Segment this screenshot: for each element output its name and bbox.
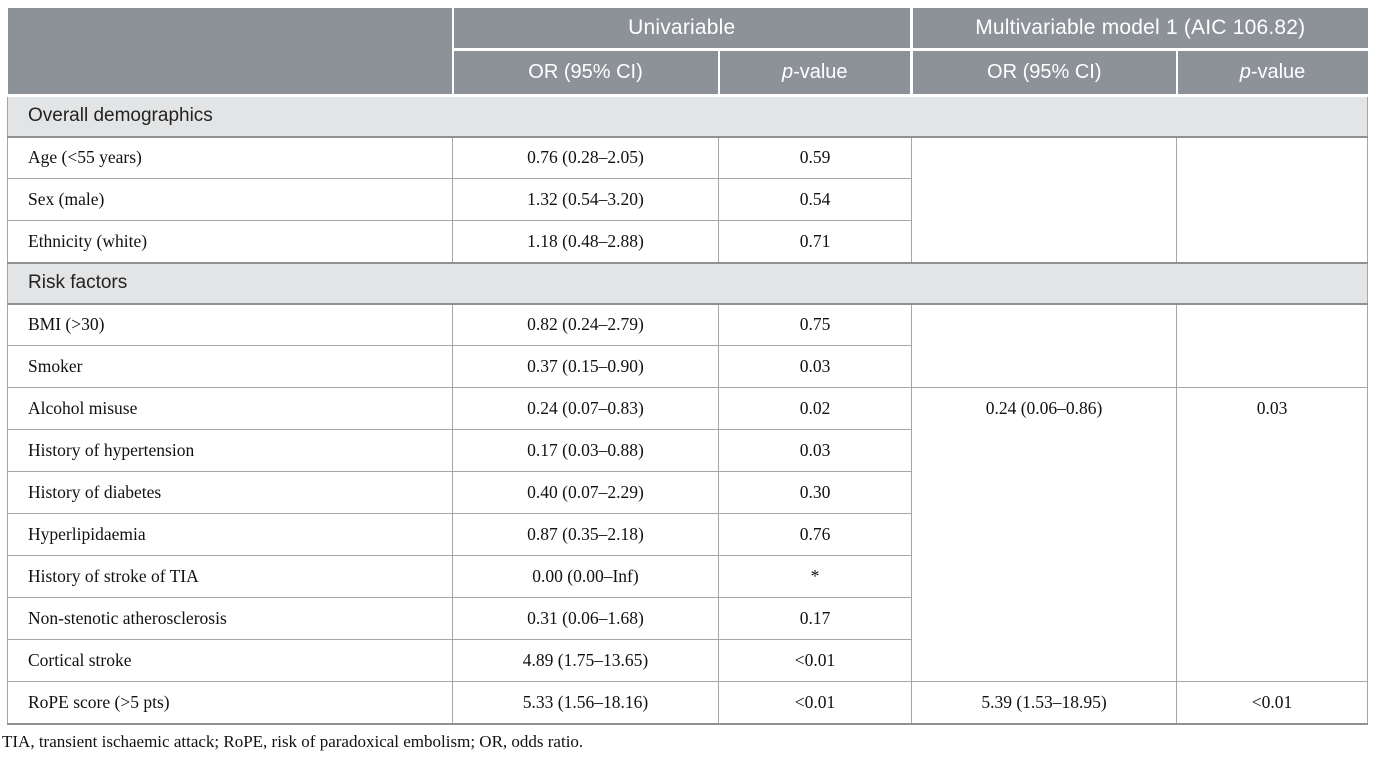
- uni-p-cell: 0.75: [717, 303, 913, 346]
- table-header: Univariable Multivariable model 1 (AIC 1…: [7, 8, 1368, 96]
- uni-p-cell: 0.71: [717, 220, 913, 263]
- table-footnote: TIA, transient ischaemic attack; RoPE, r…: [2, 731, 584, 751]
- uni-or-cell: 0.24 (0.07–0.83): [452, 387, 719, 430]
- row-label: History of diabetes: [7, 471, 453, 514]
- table-row: History of stroke of TIA 0.00 (0.00–Inf)…: [7, 555, 1368, 598]
- header-group-univariable: Univariable: [452, 8, 912, 50]
- uni-or-cell: 5.33 (1.56–18.16): [452, 681, 719, 725]
- p-italic: p: [1239, 61, 1251, 83]
- table-row: RoPE score (>5 pts) 5.33 (1.56–18.16) <0…: [7, 681, 1369, 725]
- p-rest: -value: [1250, 61, 1306, 83]
- uni-or-cell: 0.00 (0.00–Inf): [452, 555, 719, 598]
- header-uni-pvalue: p-value: [717, 48, 912, 96]
- uni-p-cell: 0.03: [717, 429, 913, 472]
- p-italic: p: [781, 61, 794, 83]
- uni-or-cell: 1.32 (0.54–3.20): [452, 178, 719, 221]
- table-row: Age (<55 years) 0.76 (0.28–2.05) 0.59: [7, 136, 1369, 263]
- section-title: Overall demographics: [6, 94, 1369, 138]
- row-label: Age (<55 years): [7, 136, 453, 179]
- uni-or-cell: 0.76 (0.28–2.05): [452, 136, 719, 179]
- row-label: History of hypertension: [7, 429, 453, 472]
- uni-or-cell: 0.82 (0.24–2.79): [452, 303, 719, 346]
- multi-or-cell-empty: [911, 303, 1178, 388]
- uni-p-cell: 0.30: [717, 471, 913, 514]
- table-row: Cortical stroke 4.89 (1.75–13.65) <0.01: [7, 639, 1368, 682]
- table-row: Non-stenotic atherosclerosis 0.31 (0.06–…: [7, 597, 1368, 640]
- section-title: Risk factors: [6, 261, 1369, 305]
- row-label: Ethnicity (white): [7, 220, 453, 263]
- header-multi-pvalue: p-value: [1175, 48, 1368, 96]
- table-row: History of diabetes 0.40 (0.07–2.29) 0.3…: [7, 471, 1368, 514]
- uni-p-cell: 0.17: [717, 597, 913, 640]
- uni-p-cell: 0.76: [717, 513, 913, 556]
- section-header-risk-factors: Risk factors: [6, 261, 1369, 305]
- uni-p-cell: <0.01: [717, 639, 913, 682]
- uni-p-cell: 0.54: [717, 178, 913, 221]
- table-row: Ethnicity (white) 1.18 (0.48–2.88) 0.71: [7, 220, 1368, 263]
- header-multi-or: OR (95% CI): [910, 48, 1177, 96]
- uni-or-cell: 1.18 (0.48–2.88): [452, 220, 719, 263]
- uni-p-cell: 0.03: [717, 345, 913, 388]
- p-rest: -value: [793, 61, 848, 83]
- multi-or-cell: 0.24 (0.06–0.86): [911, 387, 1178, 682]
- multi-or-cell-empty: [911, 136, 1178, 263]
- row-label: Sex (male): [7, 178, 453, 221]
- multi-or-cell: 5.39 (1.53–18.95): [911, 681, 1178, 725]
- table-body: Overall demographics Age (<55 years) 0.7…: [6, 94, 1369, 725]
- table-row: Smoker 0.37 (0.15–0.90) 0.03: [7, 345, 1368, 388]
- header-corner-cell: [7, 8, 454, 96]
- table-row: History of hypertension 0.17 (0.03–0.88)…: [7, 429, 1368, 472]
- uni-or-cell: 0.31 (0.06–1.68): [452, 597, 719, 640]
- header-group-row: Univariable Multivariable model 1 (AIC 1…: [7, 8, 1368, 96]
- multi-p-cell: <0.01: [1176, 681, 1369, 725]
- uni-or-cell: 0.17 (0.03–0.88): [452, 429, 719, 472]
- uni-p-cell: 0.02: [717, 387, 913, 430]
- row-label: Cortical stroke: [7, 639, 453, 682]
- uni-p-cell: <0.01: [717, 681, 913, 725]
- table-row: BMI (>30) 0.82 (0.24–2.79) 0.75: [7, 303, 1369, 388]
- row-label: Hyperlipidaemia: [7, 513, 453, 556]
- multi-p-cell-empty: [1176, 303, 1369, 388]
- uni-p-cell: *: [717, 555, 913, 598]
- regression-results-table: Univariable Multivariable model 1 (AIC 1…: [6, 8, 1369, 725]
- header-group-multivariable: Multivariable model 1 (AIC 106.82): [910, 8, 1368, 50]
- uni-or-cell: 0.87 (0.35–2.18): [452, 513, 719, 556]
- multi-p-cell: 0.03: [1176, 387, 1369, 682]
- uni-or-cell: 0.37 (0.15–0.90): [452, 345, 719, 388]
- table-row: Hyperlipidaemia 0.87 (0.35–2.18) 0.76: [7, 513, 1368, 556]
- uni-or-cell: 4.89 (1.75–13.65): [452, 639, 719, 682]
- row-label: History of stroke of TIA: [7, 555, 453, 598]
- header-uni-or: OR (95% CI): [452, 48, 719, 96]
- row-label: Alcohol misuse: [7, 387, 453, 430]
- row-label: BMI (>30): [7, 303, 453, 346]
- row-label: Non-stenotic atherosclerosis: [7, 597, 453, 640]
- table-row: Alcohol misuse 0.24 (0.07–0.83) 0.02 0.2…: [7, 387, 1369, 682]
- multi-p-cell-empty: [1176, 136, 1369, 263]
- header-sub-row: OR (95% CI) p-value OR (95% CI) p-value: [8, 48, 1368, 96]
- uni-p-cell: 0.59: [717, 136, 913, 179]
- row-label: Smoker: [7, 345, 453, 388]
- section-header-demographics: Overall demographics: [6, 94, 1369, 138]
- uni-or-cell: 0.40 (0.07–2.29): [452, 471, 719, 514]
- row-label: RoPE score (>5 pts): [7, 681, 453, 725]
- table-row: Sex (male) 1.32 (0.54–3.20) 0.54: [7, 178, 1368, 221]
